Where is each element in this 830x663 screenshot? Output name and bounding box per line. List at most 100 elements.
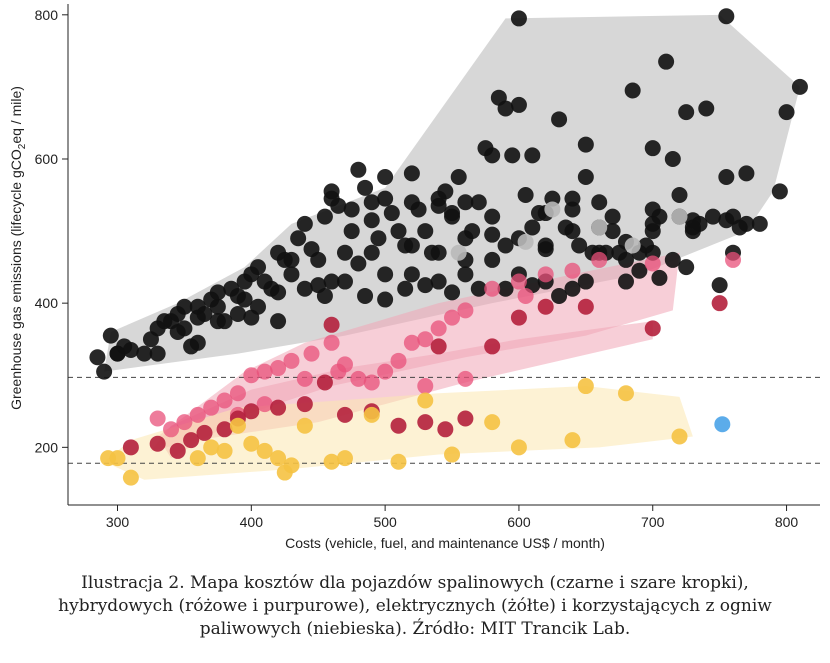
point-black xyxy=(644,201,661,218)
point-black xyxy=(209,284,226,301)
point-black xyxy=(497,237,514,254)
point-yellow xyxy=(564,432,581,449)
point-yellow xyxy=(283,457,300,474)
point-purple xyxy=(577,298,594,315)
point-pink xyxy=(270,360,287,377)
point-black xyxy=(336,244,353,261)
point-purple xyxy=(417,414,434,431)
point-black xyxy=(484,251,501,268)
point-yellow xyxy=(617,385,634,402)
point-black xyxy=(290,230,307,247)
point-pink xyxy=(189,406,206,423)
point-yellow xyxy=(296,417,313,434)
point-black xyxy=(577,273,594,290)
point-pink xyxy=(256,363,273,380)
point-yellow xyxy=(444,446,461,463)
point-black xyxy=(417,223,434,240)
point-black xyxy=(470,280,487,297)
point-black xyxy=(156,313,173,330)
y-tick-label: 200 xyxy=(35,439,59,455)
point-black xyxy=(470,194,487,211)
point-blue xyxy=(714,416,731,433)
point-black xyxy=(644,223,661,240)
point-black xyxy=(437,183,454,200)
y-axis-title-part-1: Greenhouse gas emissions (lifecycle gCO xyxy=(8,149,24,410)
point-black xyxy=(504,147,521,164)
point-pink xyxy=(163,421,180,438)
point-black xyxy=(122,342,139,359)
point-black xyxy=(357,179,374,196)
point-yellow xyxy=(390,453,407,470)
point-purple xyxy=(183,432,200,449)
point-black xyxy=(664,150,681,167)
point-pink xyxy=(457,302,474,319)
point-pink xyxy=(216,392,233,409)
point-black xyxy=(738,215,755,232)
y-tick-label: 400 xyxy=(35,295,59,311)
point-black xyxy=(484,147,501,164)
point-pink xyxy=(203,399,220,416)
point-black xyxy=(397,280,414,297)
point-black xyxy=(510,96,527,113)
point-black xyxy=(377,169,394,186)
point-purple xyxy=(644,320,661,337)
x-axis-title: Costs (vehicle, fuel, and maintenance US… xyxy=(285,535,605,551)
point-gray xyxy=(544,201,561,218)
point-black xyxy=(771,183,788,200)
point-black xyxy=(270,313,287,330)
point-yellow xyxy=(270,450,287,467)
point-black xyxy=(209,298,226,315)
point-black xyxy=(571,237,588,254)
point-black xyxy=(517,187,534,204)
point-black xyxy=(310,251,327,268)
point-black xyxy=(497,280,514,297)
point-black xyxy=(497,100,514,117)
point-purple xyxy=(169,442,186,459)
point-black xyxy=(377,190,394,207)
point-yellow xyxy=(417,392,434,409)
point-pink xyxy=(229,385,246,402)
point-black xyxy=(390,223,407,240)
point-gray xyxy=(450,244,467,261)
point-yellow xyxy=(363,406,380,423)
point-pink xyxy=(363,374,380,391)
point-pink xyxy=(591,251,608,268)
point-black xyxy=(698,100,715,117)
point-black xyxy=(296,280,313,297)
point-purple xyxy=(196,424,213,441)
point-black xyxy=(363,244,380,261)
point-black xyxy=(718,169,735,186)
point-black xyxy=(102,327,119,344)
point-black xyxy=(403,194,420,211)
point-purple xyxy=(316,374,333,391)
point-pink xyxy=(510,273,527,290)
point-yellow xyxy=(484,414,501,431)
point-pink xyxy=(296,370,313,387)
point-pink xyxy=(256,396,273,413)
point-black xyxy=(751,215,768,232)
point-black xyxy=(176,298,193,315)
point-black xyxy=(551,287,568,304)
point-gray xyxy=(517,233,534,250)
point-black xyxy=(189,309,206,326)
point-purple xyxy=(323,316,340,333)
point-black xyxy=(89,349,106,366)
point-black xyxy=(270,284,287,301)
figure-caption: Ilustracja 2. Mapa kosztów dla pojazdów … xyxy=(0,572,830,641)
point-black xyxy=(564,223,581,240)
point-purple xyxy=(216,421,233,438)
point-black xyxy=(718,8,735,25)
y-tick-label: 800 xyxy=(35,7,59,23)
point-black xyxy=(176,320,193,337)
point-pink xyxy=(403,334,420,351)
point-yellow xyxy=(229,417,246,434)
point-yellow xyxy=(189,450,206,467)
point-pink xyxy=(176,414,193,431)
point-black xyxy=(457,266,474,283)
point-pink xyxy=(243,367,260,384)
point-pink xyxy=(283,352,300,369)
point-black xyxy=(617,251,634,268)
point-pink xyxy=(537,266,554,283)
point-black xyxy=(457,194,474,211)
point-black xyxy=(350,161,367,178)
